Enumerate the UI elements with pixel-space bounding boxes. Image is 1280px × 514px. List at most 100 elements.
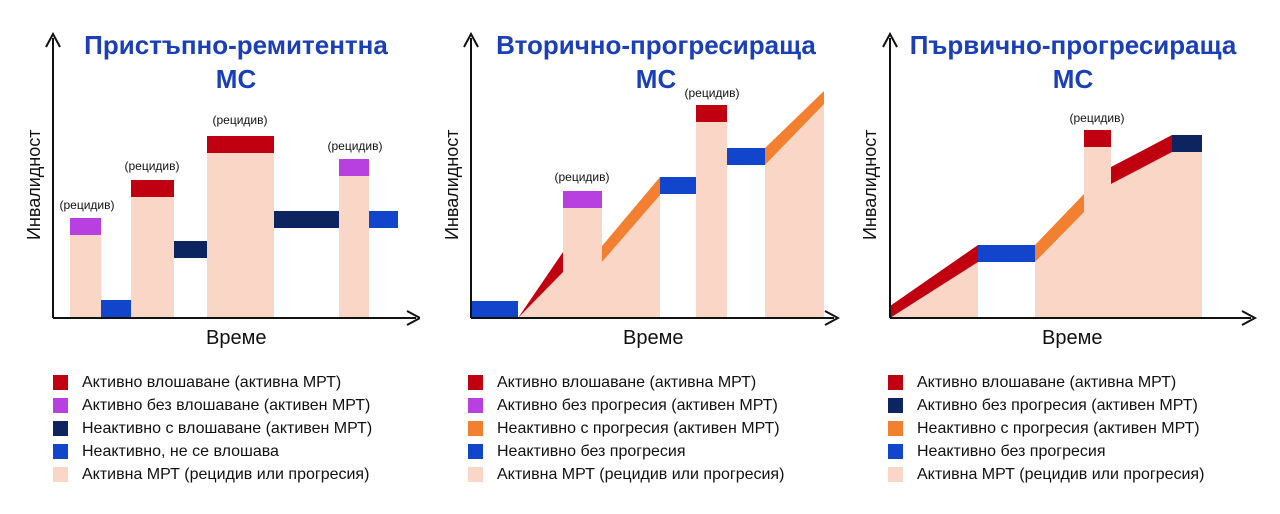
episode-active-no-worsening <box>339 159 369 176</box>
mri-area <box>207 153 274 318</box>
mri-area <box>696 122 727 318</box>
legend-swatch <box>53 375 68 390</box>
axes <box>882 31 1258 326</box>
episode-active-worsening <box>518 252 563 318</box>
chart-panel-rrms: (рецидив) (рецидив) (рецидив) (рецидив) … <box>0 0 420 514</box>
mri-area <box>70 235 101 318</box>
relapse-label: (рецидив) <box>60 198 115 212</box>
episode-inactive-no-worsening <box>101 300 131 318</box>
legend-label: Неактивно с прогресия (активен МРТ) <box>497 419 780 437</box>
relapse-label: (рецидив) <box>125 159 180 173</box>
mri-area <box>563 208 602 318</box>
episode-active-worsening <box>696 105 727 122</box>
legend-item: Активно влошаване (активна МРТ) <box>468 371 784 394</box>
y-axis-label: Инвалидност <box>442 129 462 240</box>
legend-item: Активно влошаване (активна МРТ) <box>53 371 372 394</box>
legend-swatch <box>468 375 483 390</box>
legend-label: Активна МРТ (рецидив или прогресия) <box>497 465 785 483</box>
mri-area <box>602 195 660 318</box>
episode-active-worsening <box>1111 135 1172 184</box>
episode-inactive-no-progression <box>660 177 696 194</box>
episode-active-worsening <box>131 180 174 197</box>
relapse-label: (рецидив) <box>1070 111 1125 125</box>
episode-inactive-no-progression <box>978 245 1035 262</box>
legend-swatch <box>888 375 903 390</box>
mri-area <box>1035 212 1084 318</box>
legend-item: Неактивно без прогресия <box>888 440 1204 463</box>
episode-inactive-progression <box>1035 194 1084 262</box>
legend-item: Активно влошаване (активна МРТ) <box>888 371 1204 394</box>
legend-swatch <box>53 421 68 436</box>
legend-label: Активна МРТ (рецидив или прогресия) <box>917 465 1205 483</box>
relapse-label: (рецидив) <box>555 170 610 184</box>
episode-inactive-progression <box>765 91 824 165</box>
episode-inactive-no-worsening <box>369 211 398 228</box>
legend-item: Активна МРТ (рецидив или прогресия) <box>888 463 1204 486</box>
legend-item: Активно без влошаване (активен МРТ) <box>53 394 372 417</box>
legend-label: Неактивно без прогресия <box>917 442 1106 460</box>
y-axis-label: Инвалидност <box>24 129 44 240</box>
legend-item: Активна МРТ (рецидив или прогресия) <box>53 463 372 486</box>
mri-area <box>765 104 824 318</box>
mri-area <box>339 176 369 318</box>
legend-swatch <box>53 398 68 413</box>
legend-item: Неактивно с прогресия (активен МРТ) <box>468 417 784 440</box>
legend-item: Неактивно с влошаване (активен МРТ) <box>53 417 372 440</box>
chart-spms-plot: (рецидив) (рецидив) <box>463 31 840 326</box>
legend-swatch <box>53 444 68 459</box>
legend-label: Активно без прогресия (активен МРТ) <box>497 396 778 414</box>
episode-active-no-progression <box>563 191 602 208</box>
episode-inactive-no-progression <box>471 301 518 318</box>
legend-item: Неактивно с прогресия (активен МРТ) <box>888 417 1204 440</box>
legend-label: Активна МРТ (рецидив или прогресия) <box>82 465 370 483</box>
episode-inactive-progression <box>602 177 660 262</box>
legend-item: Неактивно, не се влошава <box>53 440 372 463</box>
legend-item: Активна МРТ (рецидив или прогресия) <box>468 463 784 486</box>
episode-active-worsening <box>207 136 274 153</box>
chart-title: Пристъпно-ремитентна МС <box>84 30 388 94</box>
episode-active-worsening <box>890 245 978 318</box>
relapse-label: (рецидив) <box>213 113 268 127</box>
axes <box>45 31 420 326</box>
legend-label: Активно без прогресия (активен МРТ) <box>917 396 1198 414</box>
legend-label: Активно влошаване (активна МРТ) <box>497 373 757 391</box>
legend-label: Активно без влошаване (активен МРТ) <box>82 396 371 414</box>
episode-active-no-worsening <box>70 218 101 235</box>
chart-title: Първично-прогресираща МС <box>909 30 1237 94</box>
x-axis-label: Време <box>206 327 267 349</box>
legend-label: Активно влошаване (активна МРТ) <box>917 373 1177 391</box>
legend-item: Активно без прогресия (активен МРТ) <box>468 394 784 417</box>
legend-swatch <box>468 421 483 436</box>
episode-inactive-worsening <box>174 241 207 258</box>
x-axis-label: Време <box>1042 327 1103 349</box>
chart-panel-ppms: (рецидив) Първично-прогресираща МС Инвал… <box>840 0 1260 514</box>
legend-swatch <box>468 398 483 413</box>
axes <box>463 31 840 326</box>
legend-label: Активно влошаване (активна МРТ) <box>82 373 342 391</box>
legend-swatch <box>468 467 483 482</box>
mri-area <box>1084 147 1111 318</box>
legend-item: Неактивно без прогресия <box>468 440 784 463</box>
legend-label: Неактивно без прогресия <box>497 442 686 460</box>
mri-area <box>131 197 174 318</box>
chart-title: Вторично-прогресираща МС <box>496 30 816 94</box>
legend-label: Неактивно, не се влошава <box>82 442 279 460</box>
y-axis-label: Инвалидност <box>860 129 880 240</box>
legend: Активно влошаване (активна МРТ) Активно … <box>468 371 784 486</box>
x-axis-label: Време <box>623 327 684 349</box>
chart-rrms-plot: (рецидив) (рецидив) (рецидив) (рецидив) <box>45 31 420 326</box>
legend-swatch <box>888 421 903 436</box>
legend-swatch <box>888 398 903 413</box>
mri-area <box>1111 152 1202 318</box>
legend: Активно влошаване (активна МРТ) Активно … <box>888 371 1204 486</box>
episode-active-no-progression <box>1172 135 1202 152</box>
episode-inactive-no-progression <box>727 148 765 165</box>
legend-label: Неактивно с прогресия (активен МРТ) <box>917 419 1200 437</box>
episode-inactive-worsening <box>274 211 339 228</box>
relapse-label: (рецидив) <box>328 139 383 153</box>
chart-panel-spms: (рецидив) (рецидив) Вторично-прогресиращ… <box>420 0 840 514</box>
legend: Активно влошаване (активна МРТ) Активно … <box>53 371 372 486</box>
episode-active-worsening <box>1084 130 1111 147</box>
chart-ppms-plot: (рецидив) <box>882 31 1258 326</box>
legend-label: Неактивно с влошаване (активен МРТ) <box>82 419 373 437</box>
